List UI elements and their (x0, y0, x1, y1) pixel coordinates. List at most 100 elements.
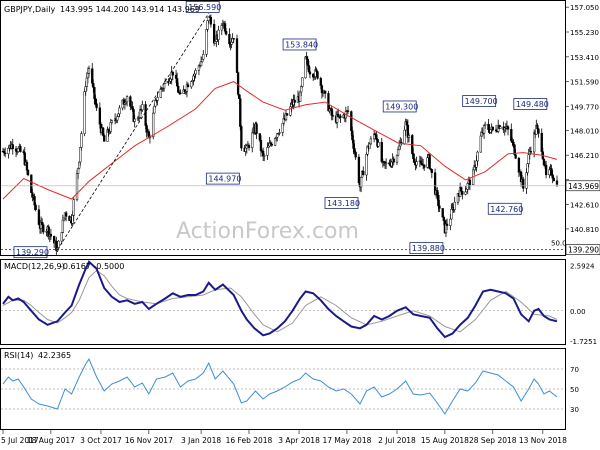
candle (186, 82, 190, 88)
candle (270, 141, 273, 147)
candle-body (30, 174, 33, 193)
candle (238, 94, 241, 99)
candle-body (75, 173, 79, 200)
candle-body (186, 84, 190, 88)
candle-body (330, 108, 333, 116)
candle-body (405, 121, 408, 126)
price-tick-label: 155.230 (570, 29, 599, 37)
candle-body (117, 113, 120, 117)
candle (26, 169, 30, 177)
candle (324, 90, 327, 99)
candle-body (247, 145, 251, 148)
price-tick-label: 151.590 (570, 79, 599, 87)
candle-body (499, 126, 502, 129)
annotation-label: 149.300 (385, 102, 418, 111)
annotation-label: 153.840 (285, 40, 318, 49)
price-tick-label: 142.610 (570, 201, 599, 209)
candle-body (131, 106, 134, 110)
candle (522, 176, 525, 192)
candle (428, 153, 431, 170)
rsi-line (2, 357, 558, 415)
candle-body (293, 99, 296, 103)
price-annotation: 149.700 (462, 95, 498, 107)
candle (247, 143, 251, 151)
candle-body (415, 161, 418, 166)
macd-title: MACD(12,26,9) (4, 262, 65, 271)
candle-body (449, 218, 452, 226)
annotation-label: 149.480 (516, 100, 549, 109)
candle-body (61, 219, 65, 233)
rsi-tick-label: 70 (570, 366, 579, 374)
annotation-box (185, 1, 220, 13)
candle-body (346, 110, 350, 112)
candle-body (258, 133, 262, 141)
candle (453, 196, 456, 213)
x-tick-label: 16 Nov 2017 (125, 436, 173, 445)
candle-body (98, 107, 102, 125)
price-annotation: 153.840 (282, 38, 318, 51)
candle (484, 121, 487, 129)
candle-body (526, 163, 529, 173)
candle-body (223, 23, 227, 32)
candle (19, 144, 22, 153)
x-tick-label: 3 Apr 2018 (278, 436, 320, 445)
candle (171, 71, 174, 81)
candle-body (224, 30, 228, 35)
candle-body (475, 160, 478, 168)
candle-body (320, 85, 324, 94)
candle-body (482, 125, 486, 134)
annotation-box (282, 38, 317, 51)
candle-body (442, 216, 445, 221)
candle-body (244, 147, 247, 152)
candle (513, 144, 516, 156)
candle (316, 70, 319, 80)
candle-body (80, 133, 83, 148)
candle-body (426, 157, 429, 168)
candle (95, 98, 98, 111)
candle-body (438, 205, 441, 209)
candle-body (339, 115, 342, 118)
candle (255, 121, 258, 140)
candle-body (179, 92, 182, 95)
candle-body (255, 123, 258, 134)
candle (377, 139, 380, 148)
candle (49, 228, 53, 240)
candle (209, 14, 213, 28)
candle-body (270, 143, 273, 146)
panel-frames (0, 0, 566, 430)
x-tick-label: 18 Aug 2017 (27, 436, 75, 445)
candle-body (153, 105, 156, 114)
candle-body (445, 223, 449, 226)
candle (42, 222, 45, 235)
rsi-tick-label: 30 (570, 406, 579, 414)
candle (278, 128, 281, 136)
annotation-box (382, 100, 417, 113)
candle (232, 38, 235, 44)
annotation-label: 143.180 (327, 199, 360, 208)
candle-body (17, 147, 20, 152)
candle-body (551, 174, 554, 179)
x-tick-label: 3 Oct 2017 (80, 436, 122, 445)
candle-body (202, 54, 205, 60)
candle (80, 131, 83, 151)
candle-body (190, 81, 193, 88)
candle-body (206, 20, 209, 30)
candle-body (64, 212, 68, 217)
candle (384, 158, 388, 170)
candle (327, 90, 330, 112)
candle-body (138, 109, 142, 118)
candle-body (476, 151, 479, 162)
candle-body (217, 29, 220, 40)
candle-body (532, 132, 536, 153)
rsi-frame (0, 348, 566, 430)
candle (362, 166, 365, 176)
candle-body (281, 122, 284, 133)
candle-body (307, 65, 310, 73)
candle-body (193, 73, 196, 77)
candle-body (214, 41, 217, 44)
price-annotation: 149.480 (513, 98, 549, 110)
candle-body (33, 196, 36, 206)
candle-body (95, 103, 98, 109)
